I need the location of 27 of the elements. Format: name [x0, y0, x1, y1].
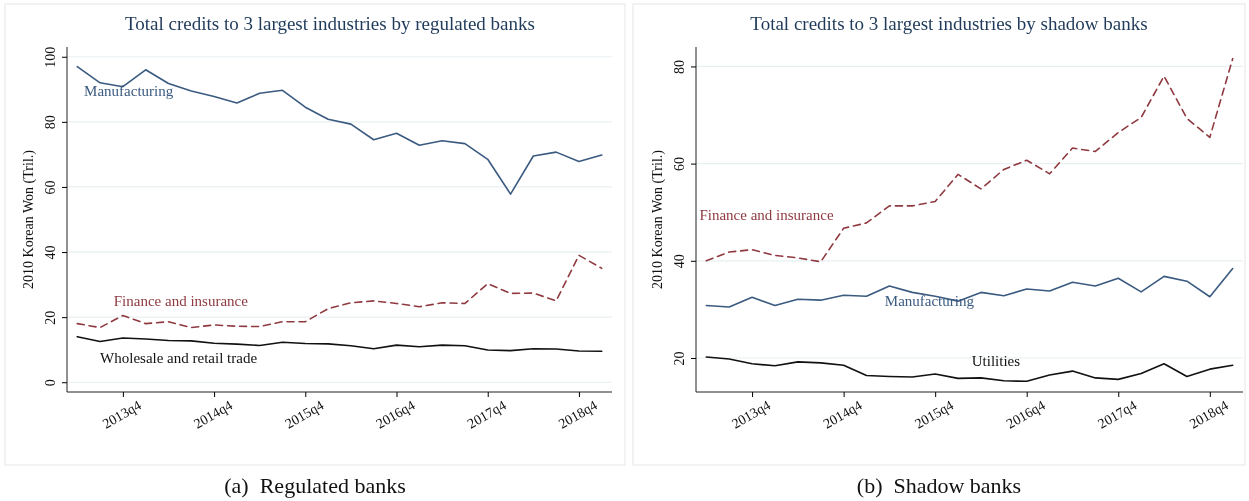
y-tick-label: 60: [672, 157, 687, 172]
series-label: Wholesale and retail trade: [100, 349, 258, 366]
series-label: Manufacturing: [884, 292, 975, 309]
y-tick-label: 80: [672, 59, 687, 74]
text: (a) Regulated banks: [224, 473, 406, 498]
line-series: [76, 335, 603, 353]
y-tick-label: 0: [43, 379, 58, 387]
y-tick-label: 80: [43, 115, 58, 130]
y-tick-label: 40: [672, 254, 687, 269]
y-axis-title: 2010 Korean Won (Tril.): [21, 149, 37, 289]
chart-title: Total credits to 3 largest industries by regulated banks: [125, 13, 535, 34]
text: (b) Shadow banks: [856, 473, 1022, 498]
chart-title: Total credits to 3 largest industries by shadow banks: [750, 13, 1148, 34]
series-label: Finance and insurance: [699, 207, 834, 224]
y-tick-label: 40: [43, 245, 58, 260]
y-tick-label: 20: [672, 351, 687, 366]
y-tick-label: 20: [43, 310, 58, 325]
line-series: [76, 254, 603, 329]
series-label: Finance and insurance: [113, 292, 249, 309]
y-tick-label: 60: [43, 180, 58, 195]
line-series: [705, 356, 1234, 383]
series-label: Manufacturing: [84, 82, 174, 99]
series-label: Utilities: [971, 353, 1021, 370]
line-series: [76, 65, 603, 195]
line-series: [705, 267, 1234, 308]
y-tick-label: 100: [43, 46, 58, 68]
y-axis-title: 2010 Korean Won (Tril.): [650, 149, 666, 289]
